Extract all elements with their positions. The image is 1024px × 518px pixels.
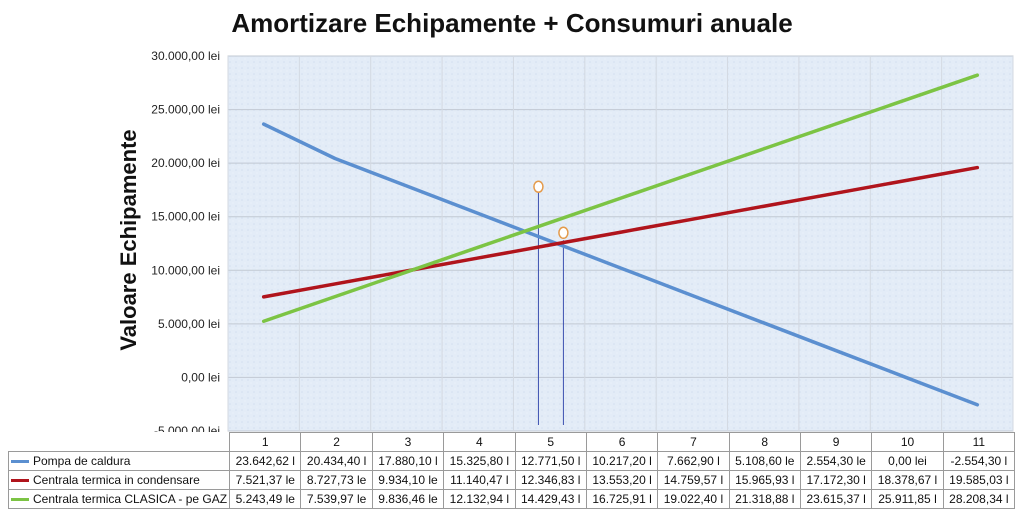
x-tick-label: 4 [443, 432, 516, 452]
annotation-marker [558, 226, 569, 240]
legend-entry: Centrala termica CLASICA - pe GAZ [7, 489, 231, 509]
data-label: 8.727,73 le [300, 470, 373, 490]
data-label: 19.022,40 l [657, 489, 730, 509]
legend-swatch [11, 460, 29, 464]
data-label: 16.725,91 l [585, 489, 659, 509]
legend-label: Centrala termica CLASICA - pe GAZ [33, 492, 228, 506]
annotation-markers [533, 180, 569, 240]
y-tick-label: 15.000,00 lei [151, 210, 220, 224]
data-label: 7.662,90 l [657, 451, 730, 471]
x-tick-label: 1 [229, 432, 302, 452]
data-label: 5.243,49 le [229, 489, 302, 509]
table-header-row: 1 2 3 4 5 6 7 8 9 10 11 [9, 432, 1016, 452]
data-label: 19.585,03 l [942, 470, 1016, 490]
series-lines [261, 73, 980, 407]
data-label: -2.554,30 l [942, 451, 1016, 471]
data-label: 13.553,20 l [585, 470, 659, 490]
data-label: 9.836,46 le [371, 489, 445, 509]
series-line-3 [261, 73, 980, 323]
data-label: 7.521,37 le [229, 470, 302, 490]
drop-lines [537, 192, 564, 425]
x-tick-label: 6 [585, 432, 659, 452]
data-label: 23.615,37 l [799, 489, 873, 509]
x-tick-label: 7 [657, 432, 730, 452]
legend-entry: Centrala termica in condensare [7, 470, 231, 490]
legend-swatch [11, 498, 29, 502]
series-line-1 [261, 122, 980, 407]
legend-swatch [11, 479, 29, 483]
data-label: 28.208,34 l [942, 489, 1016, 509]
data-label: 12.346,83 l [514, 470, 587, 490]
data-label: 12.132,94 l [443, 489, 516, 509]
table-row: Centrala termica in condensare 7.521,37 l… [7, 470, 1016, 490]
data-label: 2.554,30 le [799, 451, 873, 471]
data-label: 7.539,97 le [300, 489, 373, 509]
legend-label: Centrala termica in condensare [33, 473, 200, 487]
x-tick-label: 11 [942, 432, 1016, 452]
y-tick-label: 20.000,00 lei [151, 156, 220, 170]
x-tick-label: 5 [514, 432, 587, 452]
data-label: 9.934,10 le [371, 470, 445, 490]
data-label: 12.771,50 l [514, 451, 587, 471]
y-tick-label: 10.000,00 lei [151, 263, 220, 277]
table-corner-cell [9, 433, 230, 452]
y-tick-label: -5.000,00 lei [154, 424, 220, 432]
x-tick-label: 8 [728, 432, 801, 452]
chart-plot: -5.000,00 lei 0,00 lei 5.000,00 lei 10.000,… [151, 49, 1014, 432]
data-label: 23.642,62 l [229, 451, 302, 471]
x-tick-label: 9 [799, 432, 873, 452]
data-label: 11.140,47 l [443, 470, 516, 490]
legend-entry: Pompa de caldura [7, 451, 231, 471]
data-label: 15.325,80 l [443, 451, 516, 471]
legend-label: Pompa de caldura [33, 454, 131, 468]
data-label: 14.429,43 l [514, 489, 587, 509]
x-tick-label: 3 [371, 432, 445, 452]
data-label: 5.108,60 le [728, 451, 801, 471]
y-tick-label: 25.000,00 lei [151, 103, 220, 117]
table-row: Pompa de caldura 23.642,62 l 20.434,40 l 17… [7, 451, 1016, 471]
table-row: Centrala termica CLASICA - pe GAZ 5.243,4… [7, 489, 1016, 509]
x-tick-label: 2 [300, 432, 373, 452]
y-tick-label: 5.000,00 lei [158, 317, 220, 331]
y-tick-labels: -5.000,00 lei 0,00 lei 5.000,00 lei 10.000,… [151, 49, 220, 432]
y-tick-label: 0,00 lei [181, 370, 220, 384]
y-tick-label: 30.000,00 lei [151, 49, 220, 63]
data-label: 14.759,57 l [657, 470, 730, 490]
data-label: 17.172,30 l [799, 470, 873, 490]
data-label: 15.965,93 l [728, 470, 801, 490]
gridlines [227, 55, 1014, 432]
data-label: 18.378,67 l [871, 470, 944, 490]
data-label: 21.318,88 l [728, 489, 801, 509]
data-label: 10.217,20 l [585, 451, 659, 471]
x-tick-label: 10 [871, 432, 944, 452]
chart-title: Amortizare Echipamente + Consumuri anual… [231, 8, 793, 38]
data-label: 17.880,10 l [371, 451, 445, 471]
data-table: 1 2 3 4 5 6 7 8 9 10 11 Pompa de caldura 23.642,62 l… [7, 432, 1016, 509]
data-label: 20.434,40 l [300, 451, 373, 471]
series-line-2 [261, 165, 980, 299]
data-label: 0,00 lei [871, 451, 944, 471]
annotation-marker [533, 180, 544, 193]
data-label: 25.911,85 l [871, 489, 944, 509]
